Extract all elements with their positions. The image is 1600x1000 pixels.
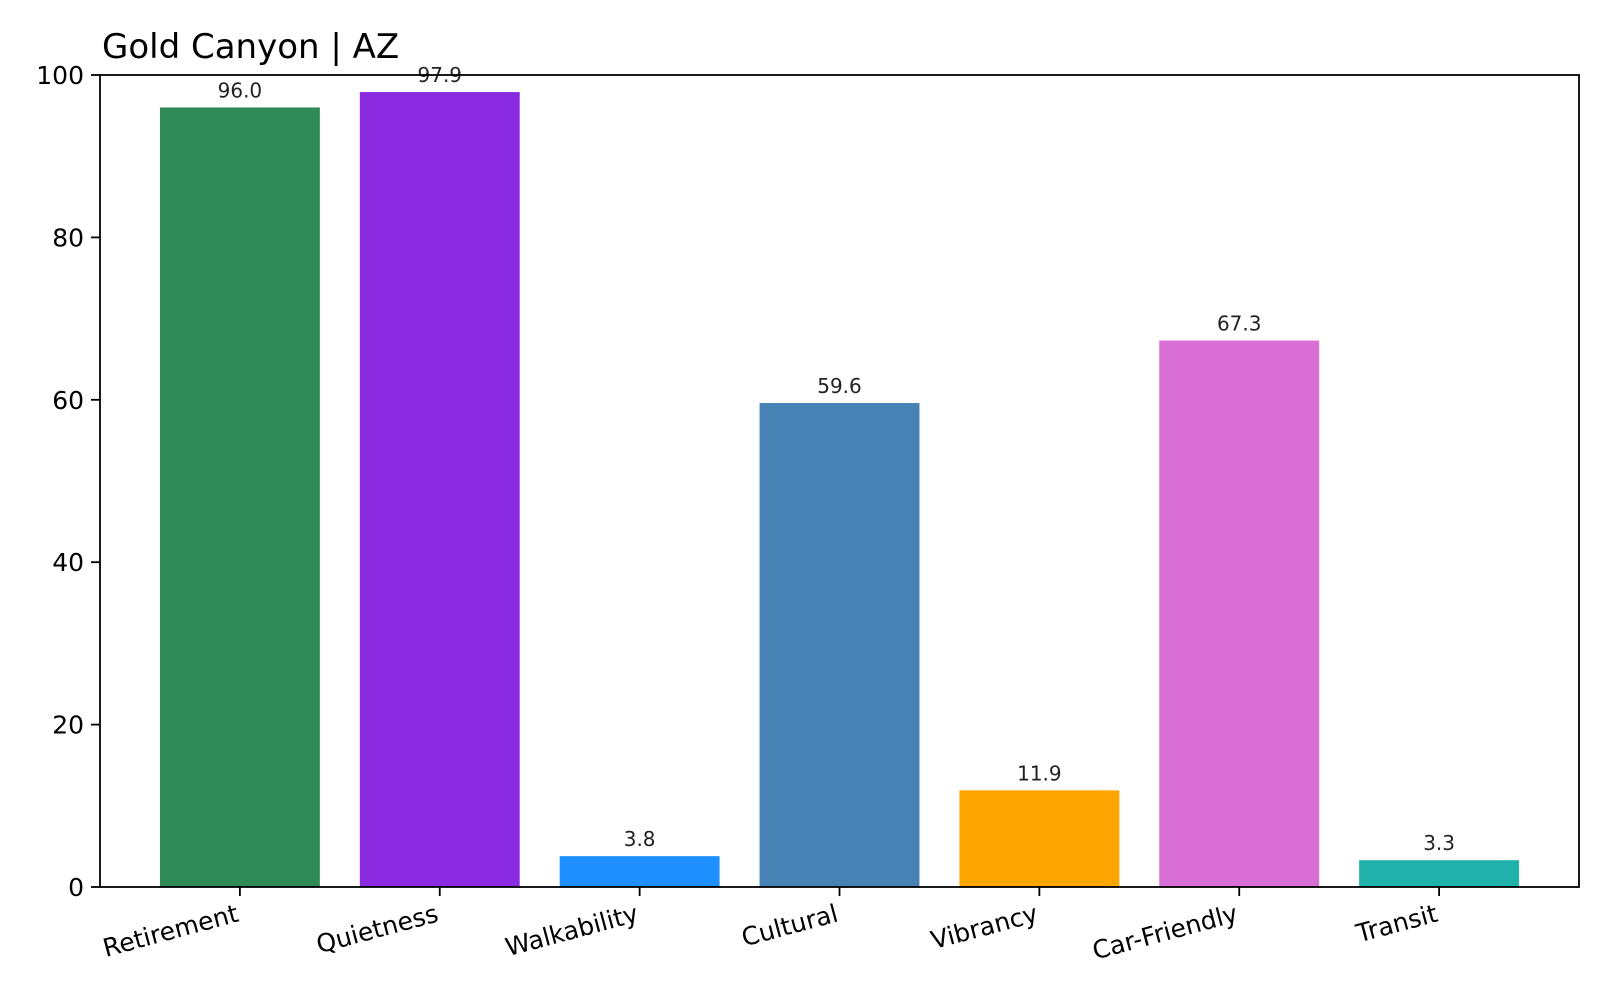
bar-quietness: [359, 92, 520, 887]
y-axis: 0 20 40 60 80 100: [36, 61, 100, 902]
value-label-vibrancy: 11.9: [1017, 761, 1062, 785]
chart-title: Gold Canyon | AZ: [102, 27, 399, 67]
y-tick-label: 0: [68, 873, 84, 902]
bar-retirement: [159, 107, 320, 888]
value-label-walkability: 3.8: [624, 827, 656, 851]
x-tick-label-car-friendly: Car-Friendly: [1089, 899, 1241, 966]
x-tick-label-retirement: Retirement: [100, 899, 242, 963]
y-tick-label: 40: [52, 548, 84, 577]
value-label-retirement: 96.0: [218, 78, 263, 102]
value-label-cultural: 59.6: [817, 374, 862, 398]
x-tick-label-walkability: Walkability: [502, 899, 641, 962]
value-label-transit: 3.3: [1423, 831, 1455, 855]
x-tick-label-quietness: Quietness: [313, 899, 441, 959]
bar-cultural: [759, 403, 920, 887]
x-tick-label-transit: Transit: [1352, 899, 1441, 949]
bar-car-friendly: [1159, 340, 1320, 887]
bar-walkability: [559, 856, 720, 887]
bars-layer: [159, 92, 1520, 888]
y-tick-label: 80: [52, 223, 84, 252]
value-labels-layer: 96.097.93.859.611.967.33.3: [218, 63, 1455, 855]
bar-transit: [1359, 860, 1520, 887]
value-label-car-friendly: 67.3: [1217, 312, 1262, 336]
y-tick-label: 100: [36, 61, 84, 90]
x-axis: Retirement Quietness Walkability Cultural Vi…: [100, 887, 1441, 965]
bar-vibrancy: [959, 790, 1120, 887]
x-tick-label-cultural: Cultural: [738, 899, 841, 952]
y-tick-label: 20: [52, 711, 84, 740]
x-tick-label-vibrancy: Vibrancy: [928, 899, 1041, 955]
y-tick-label: 60: [52, 386, 84, 415]
